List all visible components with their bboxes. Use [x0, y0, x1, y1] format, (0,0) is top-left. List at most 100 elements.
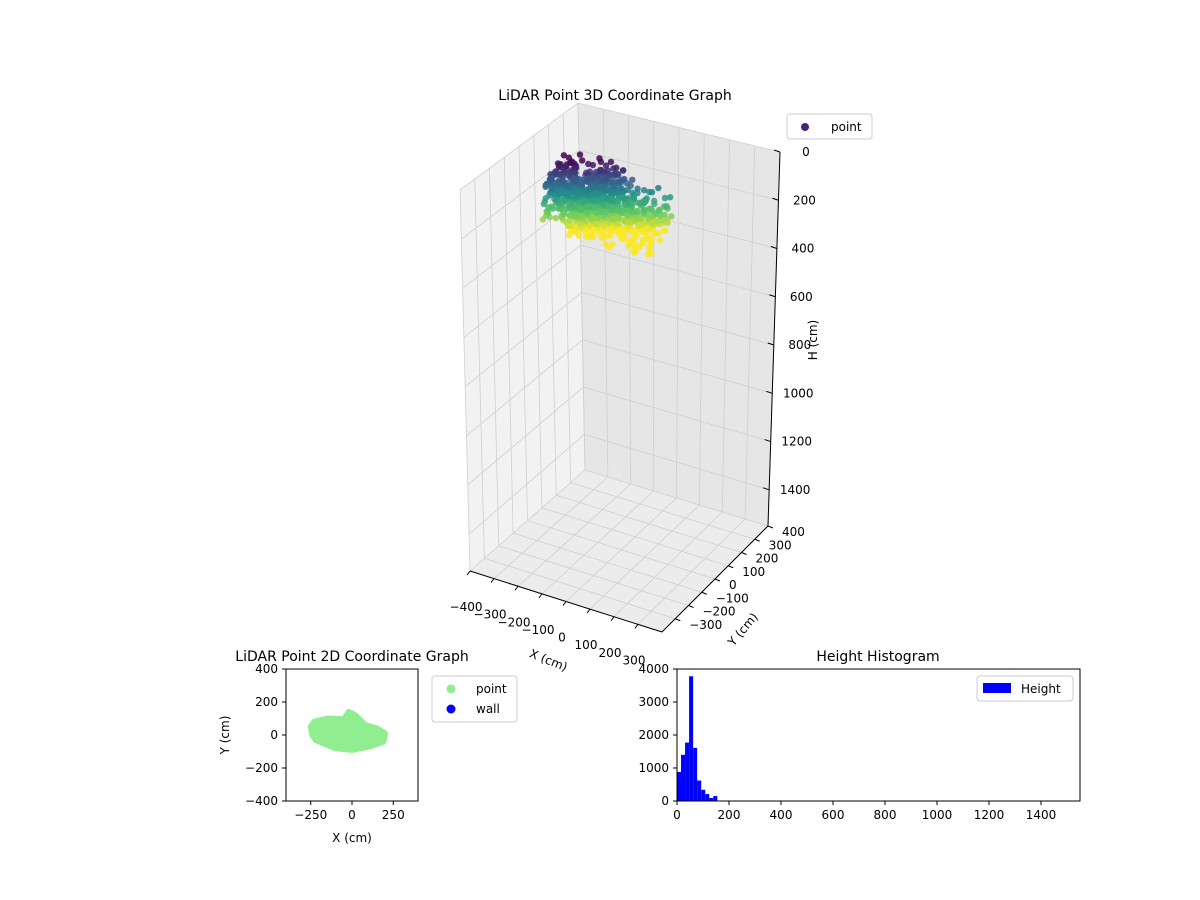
point-3d	[651, 200, 658, 208]
point-3d	[635, 222, 642, 229]
point-3d	[607, 158, 615, 166]
tick-label: −400	[245, 794, 278, 808]
point-3d	[579, 157, 586, 164]
chart-2d-title: LiDAR Point 2D Coordinate Graph	[235, 649, 468, 665]
ticks-2d: −250 0 250 −400 −200 0 200 400	[245, 662, 405, 822]
point-3d	[576, 151, 584, 158]
legend-histogram-swatch	[983, 683, 1011, 693]
point-3d	[598, 195, 605, 202]
point-3d	[600, 222, 608, 229]
point-3d	[649, 219, 656, 226]
tick-label: −400	[450, 600, 483, 614]
point-3d	[648, 188, 656, 196]
tick-label: −200	[245, 761, 278, 775]
chart-2d: −250 0 250 −400 −200 0 200 400 LiDAR Point 2D C…	[218, 649, 518, 845]
point-3d	[593, 209, 600, 216]
tick-label: −300	[689, 618, 722, 632]
point-3d	[542, 195, 549, 202]
point-3d	[592, 220, 600, 227]
ticks-3d: −400−300−200−1000100200300−300−200−10001…	[450, 145, 816, 667]
point-3d	[651, 229, 659, 237]
histogram-bar	[697, 780, 702, 801]
tick-label: 600	[790, 290, 813, 304]
tick-label: 400	[255, 662, 278, 676]
point-3d	[662, 227, 669, 234]
point-3d	[610, 165, 617, 172]
tick-label: −100	[716, 591, 749, 605]
point-3d	[608, 227, 616, 235]
point-3d	[614, 206, 622, 213]
point-3d	[629, 199, 636, 207]
point-3d	[637, 215, 644, 222]
tick-label: 200	[599, 646, 622, 660]
point-3d	[586, 186, 593, 193]
tick-label: 1000	[638, 761, 669, 775]
point-3d	[548, 175, 556, 182]
legend-2d-wall-marker	[446, 704, 456, 714]
point-3d	[551, 170, 558, 178]
point-3d	[661, 194, 669, 202]
point-3d	[640, 206, 647, 213]
point-3d	[567, 159, 574, 166]
point-3d	[550, 180, 557, 187]
point-3d	[648, 250, 655, 257]
point-3d	[585, 175, 592, 183]
point-3d	[567, 217, 574, 224]
point-3d	[551, 195, 558, 203]
chart-3d: −400−300−200−1000100200300−300−200−10001…	[450, 88, 873, 674]
point-3d	[614, 197, 622, 205]
tick-label: −200	[703, 605, 736, 619]
point-3d	[564, 183, 572, 190]
point-3d	[619, 167, 627, 174]
point-3d	[588, 191, 595, 198]
points-3d	[539, 151, 675, 258]
point-3d	[583, 197, 590, 205]
tick-label: 1200	[974, 808, 1005, 822]
tick-label: −250	[294, 808, 327, 822]
histogram-bar	[689, 676, 694, 801]
point-3d	[617, 227, 624, 234]
point-3d	[586, 168, 594, 175]
tick-label: 300	[623, 653, 646, 667]
legend-histogram: Height	[976, 675, 1074, 702]
point-3d	[602, 162, 610, 169]
tick-label: 0	[558, 631, 566, 645]
point-3d	[618, 185, 625, 192]
tick-label: 3000	[638, 695, 669, 709]
tick-label: 200	[793, 193, 816, 207]
point-3d	[562, 163, 569, 170]
point-3d	[600, 208, 608, 216]
point-3d	[655, 184, 662, 192]
histogram-bar	[709, 798, 714, 801]
legend-3d-label: point	[831, 120, 862, 134]
histogram-bars	[677, 676, 718, 801]
tick-label: 0	[802, 145, 810, 159]
point-3d	[656, 237, 663, 244]
point-3d	[666, 194, 674, 201]
point-3d	[623, 212, 631, 219]
point-3d	[584, 209, 591, 216]
tick-label: 800	[874, 808, 897, 822]
legend-histogram-label: Height	[1021, 682, 1061, 696]
tick-label: 800	[788, 338, 811, 352]
point-3d	[590, 182, 597, 189]
tick-label: 400	[791, 242, 814, 256]
tick-label: 400	[782, 525, 805, 539]
tick-label: 1400	[1026, 808, 1057, 822]
point-3d	[645, 214, 652, 221]
tick-label: 100	[742, 565, 765, 579]
chart-2d-ylabel: Y (cm)	[218, 716, 232, 756]
legend-2d-point-label: point	[476, 682, 507, 696]
point-3d	[565, 172, 572, 179]
point-3d	[559, 177, 566, 184]
tick-label: 1400	[780, 483, 811, 497]
point-3d	[557, 190, 565, 197]
point-3d	[563, 190, 570, 197]
point-3d	[611, 183, 618, 190]
point-3d	[543, 212, 550, 219]
legend-3d-marker	[801, 123, 809, 131]
point-3d	[643, 225, 651, 232]
point-3d	[572, 211, 580, 219]
tick-label: 200	[255, 695, 278, 709]
point-3d	[624, 242, 632, 249]
